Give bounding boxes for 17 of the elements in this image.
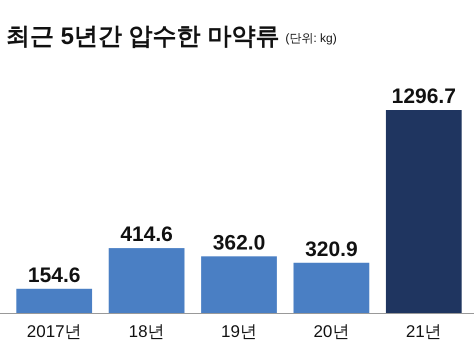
x-tick-label: 2017년 <box>26 322 82 341</box>
chart-title: 최근 5년간 압수한 마약류 <box>6 23 280 50</box>
chart-subtitle: (단위: kg) <box>285 31 337 45</box>
x-tick-label: 19년 <box>221 322 257 341</box>
data-label: 414.6 <box>120 223 173 246</box>
bar <box>16 288 92 313</box>
data-label: 320.9 <box>305 238 358 261</box>
x-tick-label: 21년 <box>406 322 442 341</box>
bar <box>386 110 462 313</box>
bar <box>108 248 184 313</box>
bar <box>294 262 370 313</box>
bar <box>201 256 277 313</box>
data-label: 154.6 <box>28 264 80 287</box>
x-tick-label: 18년 <box>128 322 165 341</box>
data-label: 1296.7 <box>392 85 456 108</box>
x-tick-label: 20년 <box>313 322 350 341</box>
data-label: 362.0 <box>212 231 266 254</box>
